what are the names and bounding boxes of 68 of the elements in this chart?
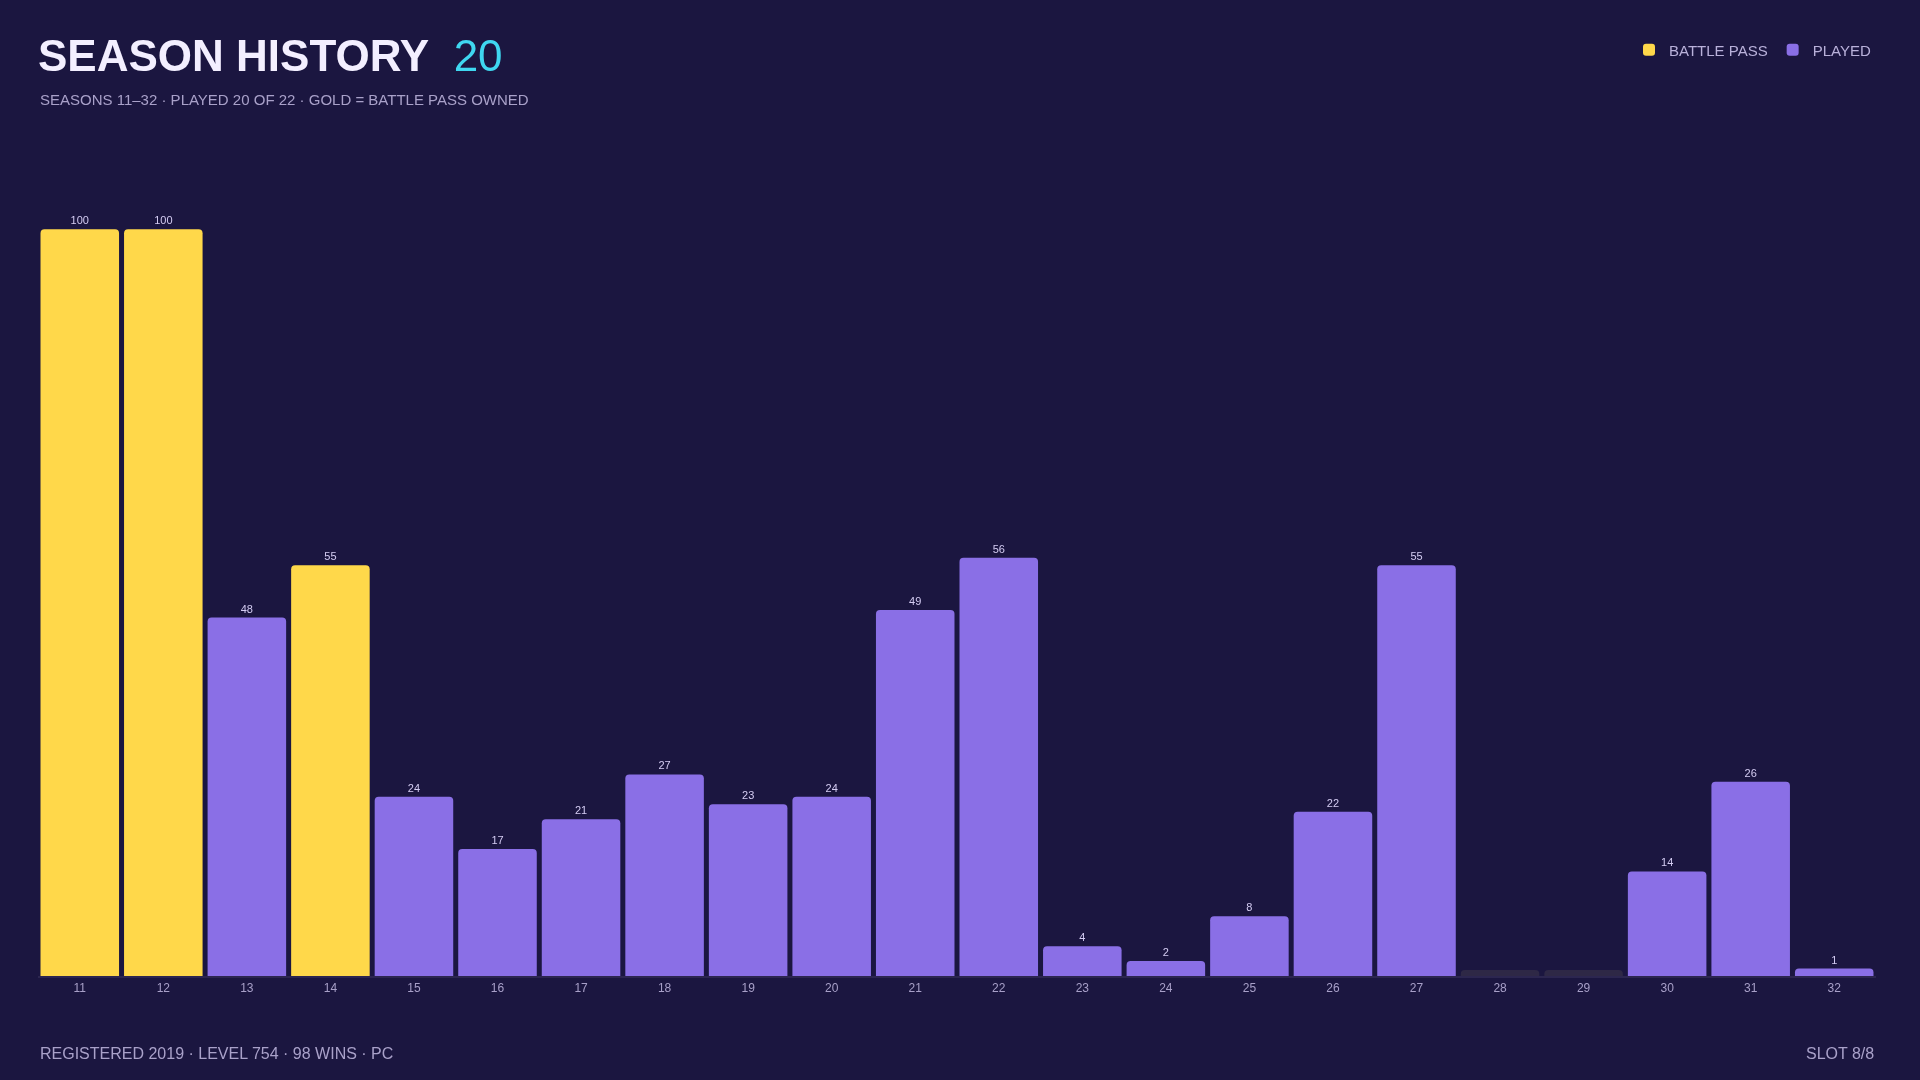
- x-tick-label: 31: [1744, 981, 1758, 996]
- x-tick-label: 21: [908, 981, 923, 996]
- x-tick-label: 15: [407, 981, 421, 996]
- data-label: 100: [70, 214, 89, 227]
- data-label: 26: [1744, 766, 1757, 779]
- bar: [1794, 968, 1874, 976]
- legend-label: PLAYED: [1812, 41, 1871, 59]
- bar: [541, 819, 621, 976]
- data-label: 1: [1831, 953, 1838, 966]
- x-tick-label: 30: [1660, 981, 1675, 996]
- text: SLOT 8/8: [1806, 1045, 1875, 1062]
- data-label: 17: [491, 834, 504, 847]
- x-tick-label: 22: [992, 981, 1006, 996]
- bar: [124, 229, 203, 976]
- x-tick-label: 18: [657, 981, 672, 996]
- x-tick-label: 32: [1827, 981, 1842, 996]
- bar: [1711, 781, 1790, 976]
- data-label: 24: [407, 781, 421, 794]
- data-label: 48: [240, 602, 253, 615]
- x-tick-label: 23: [1075, 981, 1090, 996]
- x-tick-label: 14: [323, 981, 338, 996]
- chart-subtitle: SEASONS 11–32 · PLAYED 20 OF 22 · GOLD = BATTLE PASS OWNED: [40, 91, 529, 108]
- bar: [875, 610, 955, 976]
- x-tick-label: 24: [1159, 981, 1173, 996]
- data-label: 55: [324, 550, 337, 563]
- bar: [1627, 871, 1707, 976]
- bar: [207, 617, 287, 976]
- bar: [458, 849, 537, 976]
- x-tick-label: 16: [490, 981, 505, 996]
- x-tick-label: 11: [73, 981, 87, 996]
- x-tick-label: 19: [741, 981, 756, 996]
- bar: [1210, 916, 1289, 976]
- bar: [959, 557, 1039, 976]
- x-tick-label: 25: [1242, 981, 1257, 996]
- bar: [374, 796, 454, 976]
- data-label: 100: [154, 214, 173, 227]
- legend-label: BATTLE PASS: [1669, 41, 1768, 59]
- x-tick-label: 20: [825, 981, 839, 996]
- x-tick-label: 13: [240, 981, 254, 996]
- bar: [1377, 565, 1456, 976]
- x-tick-label: 12: [156, 981, 171, 996]
- bar: [792, 796, 871, 976]
- x-tick-label: 27: [1409, 981, 1424, 996]
- x-tick-label: 17: [574, 981, 589, 996]
- data-label: 14: [1661, 856, 1674, 869]
- data-label: 27: [658, 759, 671, 772]
- data-label: 49: [909, 595, 922, 608]
- data-label: 21: [574, 804, 588, 817]
- bar: [1293, 811, 1373, 976]
- data-label: 22: [1326, 796, 1340, 809]
- data-label: 2: [1162, 946, 1169, 959]
- data-label: 56: [992, 542, 1005, 555]
- bar: [625, 774, 704, 976]
- bar: [708, 804, 788, 976]
- data-label: 4: [1079, 931, 1086, 944]
- chart-title: SEASON HISTORY 20: [38, 31, 503, 81]
- x-tick-label: 28: [1493, 981, 1508, 996]
- text: REGISTERED 2019 · LEVEL 754 · 98 WINS · PC: [40, 1045, 394, 1062]
- data-label: 24: [825, 781, 838, 794]
- x-tick-label: 29: [1576, 981, 1591, 996]
- data-label: 55: [1410, 550, 1423, 563]
- x-tick-label: 26: [1326, 981, 1340, 996]
- data-label: 8: [1246, 901, 1253, 914]
- bar: [40, 229, 120, 976]
- data-label: 23: [742, 789, 755, 802]
- bar: [1043, 946, 1122, 976]
- bar: [291, 565, 370, 976]
- bar: [1126, 961, 1206, 976]
